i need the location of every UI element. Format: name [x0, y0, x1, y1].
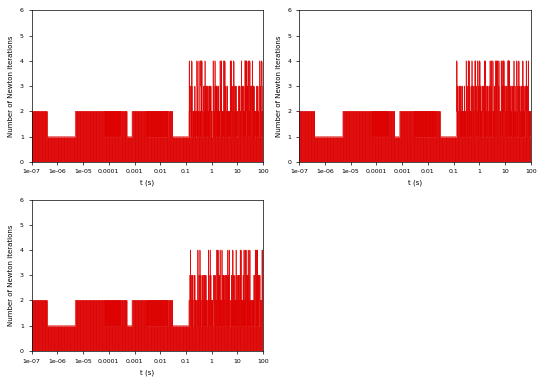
Y-axis label: Number of Newton iterations: Number of Newton iterations [8, 225, 14, 326]
X-axis label: t (s): t (s) [408, 180, 422, 187]
Y-axis label: Number of Newton iterations: Number of Newton iterations [276, 35, 282, 137]
X-axis label: t (s): t (s) [140, 369, 154, 376]
Y-axis label: Number of Newton iterations: Number of Newton iterations [8, 35, 14, 137]
X-axis label: t (s): t (s) [140, 180, 154, 187]
